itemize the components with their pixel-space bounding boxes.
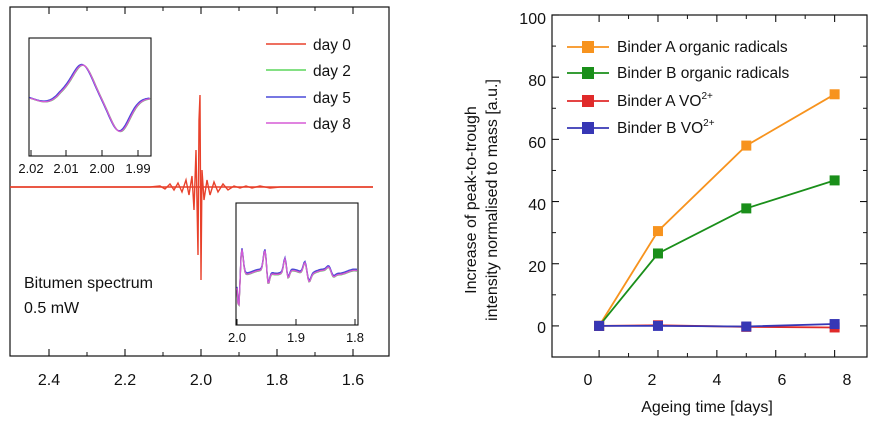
ageing-y-tick-20: 20 (528, 259, 546, 276)
ageing-y-tick-80: 80 (528, 73, 546, 90)
ageing-ticks (552, 14, 867, 357)
ageing-data-point (652, 226, 663, 237)
ageing-data-point (829, 89, 840, 100)
inset-left-tick-2-01: 2.01 (53, 161, 78, 176)
spectrum-legend: day 0 day 2 day 5 day 8 (266, 37, 351, 133)
ageing-x-tick-6: 6 (778, 372, 787, 389)
ageing-series-line (598, 179, 835, 327)
spectrum-tick-1-6: 1.6 (342, 372, 364, 389)
ageing-x-tick-8: 8 (843, 372, 852, 389)
ageing-y-tick-0: 0 (537, 320, 546, 337)
spectrum-annotation-line2: 0.5 mW (24, 300, 80, 317)
ageing-y-tick-100: 100 (519, 11, 546, 28)
legend-label-day5: day 5 (313, 90, 351, 107)
spectrum-frame (9, 6, 390, 357)
inset-left-frame (28, 37, 152, 157)
legend-label-binder-a-vo-sup: 2+ (701, 91, 713, 102)
ageing-series (594, 89, 840, 333)
legend-label-binder-b-vo: Binder B VO2+ (617, 118, 715, 137)
inset-left-tick-2-02: 2.02 (18, 161, 43, 176)
inset-right-tick-1-9: 1.9 (287, 330, 305, 345)
ageing-data-point (741, 203, 752, 214)
legend-marker-binder-a-organic (582, 41, 594, 53)
ageing-data-point (594, 320, 605, 331)
ageing-data-point (652, 248, 663, 259)
inset-right-ticks (236, 319, 356, 325)
ageing-x-axis-title: Ageing time [days] (641, 399, 773, 416)
inset-left-curve (30, 64, 151, 133)
ageing-legend: Binder A organic radicals Binder B organ… (567, 39, 790, 137)
legend-label-day2: day 2 (313, 63, 351, 80)
ageing-y-axis-title-line1: Increase of peak-to-trough (463, 106, 480, 294)
legend-label-binder-b-vo-text: Binder B VO (617, 120, 703, 137)
inset-left-ticks (30, 150, 139, 156)
ageing-y-tick-60: 60 (528, 135, 546, 152)
spectrum-panel: 2.4 2.2 2.0 1.8 1.6 day 0 day 2 day 5 da… (9, 6, 390, 389)
ageing-series-line (598, 93, 836, 327)
ageing-x-tick-0: 0 (584, 372, 593, 389)
inset-right-tick-2-0: 2.0 (228, 330, 246, 345)
ageing-y-tick-40: 40 (528, 197, 546, 214)
inset-right-curves (236, 248, 358, 308)
inset-left-curves (29, 63, 151, 133)
inset-left-tick-2-00: 2.00 (89, 161, 114, 176)
ageing-data-point (741, 321, 752, 332)
legend-label-binder-a-vo: Binder A VO2+ (617, 91, 713, 110)
ageing-data-point (829, 319, 840, 330)
spectrum-x-ticks (48, 7, 354, 356)
inset-right-tick-1-8: 1.8 (346, 330, 364, 345)
ageing-y-axis-title-line2: intensity normalised to mass [a.u.] (484, 79, 501, 321)
spectrum-annotation-line1: Bitumen spectrum (24, 275, 153, 292)
inset-right-frame (235, 202, 359, 326)
legend-label-day8: day 8 (313, 116, 351, 133)
ageing-frame (551, 14, 868, 358)
ageing-series-line (599, 323, 835, 328)
legend-marker-binder-b-vo (582, 122, 594, 134)
spectrum-tick-2-4: 2.4 (38, 372, 60, 389)
ageing-data-point (741, 140, 752, 151)
legend-label-binder-b-vo-sup: 2+ (703, 118, 715, 129)
inset-left: 2.02 2.01 2.00 1.99 (18, 37, 152, 176)
spectrum-tick-1-8: 1.8 (266, 372, 288, 389)
inset-left-tick-1-99: 1.99 (125, 161, 150, 176)
legend-label-binder-b-organic: Binder B organic radicals (617, 65, 790, 82)
legend-label-day0: day 0 (313, 37, 351, 54)
ageing-data-point (652, 320, 663, 331)
inset-right: 2.0 1.9 1.8 (228, 202, 364, 345)
spectrum-tick-2-2: 2.2 (114, 372, 136, 389)
ageing-x-tick-4: 4 (713, 372, 722, 389)
spectrum-trace (10, 94, 373, 281)
legend-label-binder-a-organic: Binder A organic radicals (617, 39, 788, 56)
legend-marker-binder-b-organic (582, 67, 594, 79)
ageing-x-tick-2: 2 (648, 372, 657, 389)
spectrum-tick-2-0: 2.0 (190, 372, 212, 389)
ageing-data-point (829, 175, 840, 186)
ageing-panel: 0 20 40 60 80 100 0 2 4 6 8 Ageing time … (463, 11, 868, 416)
inset-right-curve (236, 249, 358, 307)
legend-marker-binder-a-vo (582, 95, 594, 107)
inset-right-curve (236, 248, 358, 306)
legend-label-binder-a-vo-text: Binder A VO (617, 93, 701, 110)
